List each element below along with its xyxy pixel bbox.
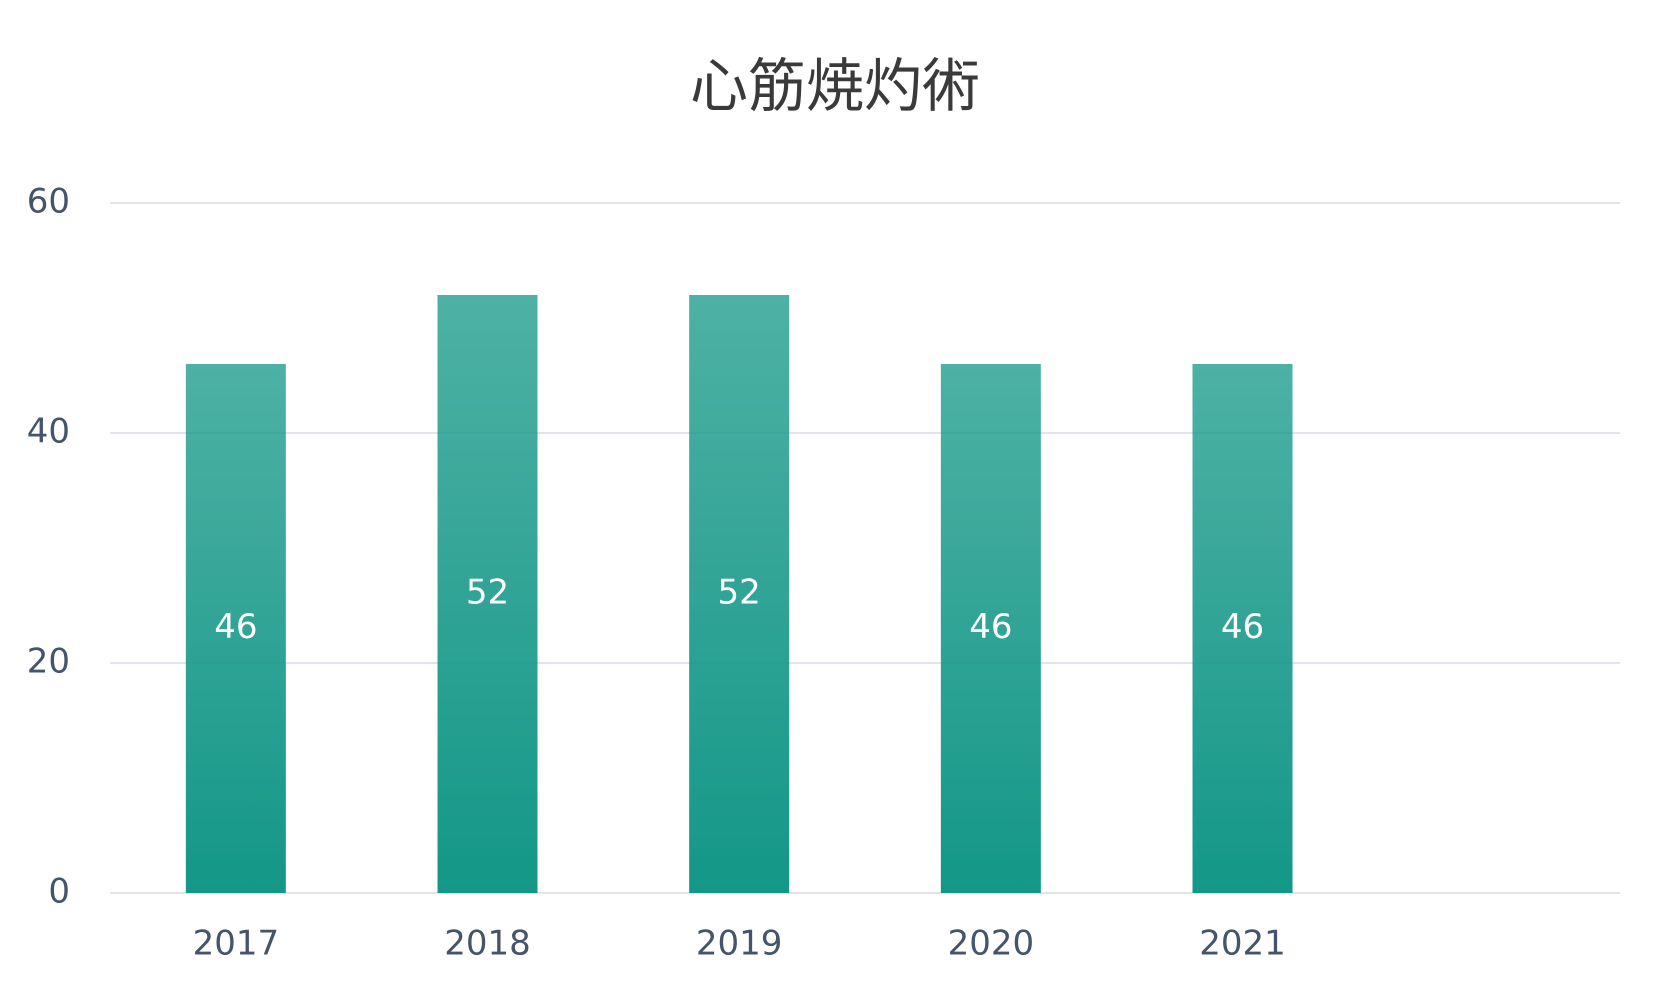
value-label: 46 — [1221, 607, 1264, 647]
x-tick-label: 2018 — [444, 924, 531, 964]
value-label: 46 — [214, 607, 257, 647]
y-tick-label: 40 — [27, 412, 70, 452]
x-tick-label: 2021 — [1199, 924, 1286, 964]
bar — [940, 364, 1041, 893]
value-label: 46 — [969, 607, 1012, 647]
bar — [185, 364, 286, 893]
bar — [437, 295, 538, 893]
x-tick-label: 2019 — [696, 924, 783, 964]
chart-title: 心筋焼灼術 — [690, 52, 980, 120]
value-label: 52 — [718, 573, 761, 613]
bar — [689, 295, 790, 893]
value-label: 52 — [466, 573, 509, 613]
x-tick-label: 2020 — [948, 924, 1035, 964]
y-tick-label: 0 — [48, 872, 70, 912]
y-tick-label: 60 — [27, 182, 70, 222]
x-tick-label: 2017 — [193, 924, 280, 964]
y-tick-label: 20 — [27, 642, 70, 682]
bar — [1192, 364, 1293, 893]
